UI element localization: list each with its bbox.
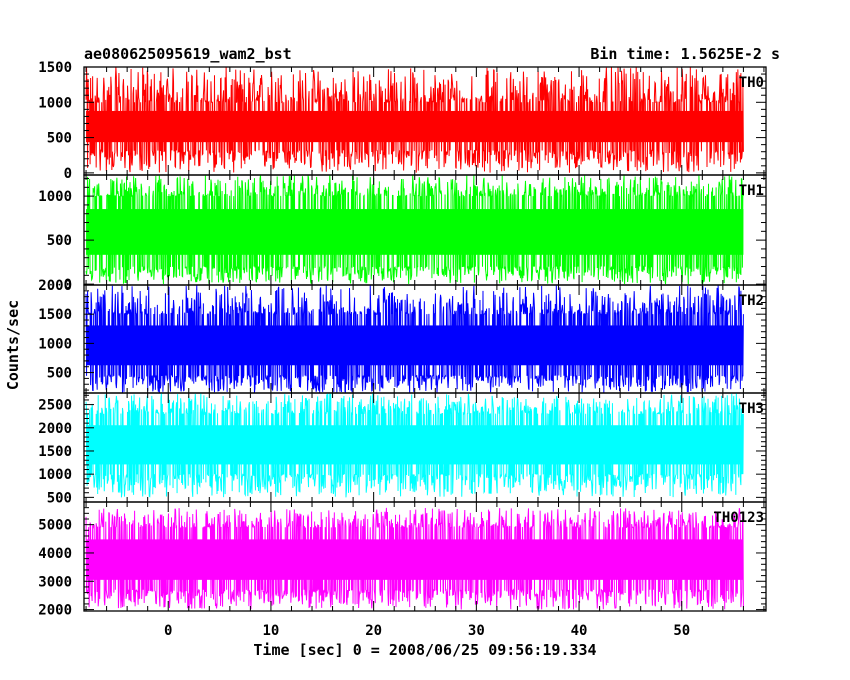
y-tick-label: 1500 xyxy=(38,60,72,76)
y-tick-label: 0 xyxy=(64,277,72,293)
y-tick-label: 3000 xyxy=(38,574,72,590)
y-tick-label: 1000 xyxy=(38,467,72,483)
panel-th0123-band xyxy=(86,539,744,580)
y-tick-label: 2000 xyxy=(38,603,72,619)
y-tick-label: 1000 xyxy=(38,336,72,352)
y-tick-label: 0 xyxy=(64,166,72,182)
y-tick-label: 500 xyxy=(47,131,72,147)
x-axis-label: Time [sec] 0 = 2008/06/25 09:56:19.334 xyxy=(253,641,596,659)
panel-th2-band xyxy=(86,325,744,366)
x-tick-label: 0 xyxy=(164,623,172,639)
panel-th0-trace-group xyxy=(85,67,744,173)
y-tick-label: 2500 xyxy=(38,398,72,414)
panel-label-th0: TH0 xyxy=(739,75,764,91)
panel-frame-th0123 xyxy=(83,501,767,612)
panel-th1-band xyxy=(86,209,744,255)
panel-label-th1: TH1 xyxy=(739,183,764,199)
panel-th1-trace xyxy=(85,175,744,285)
panel-label-th3: TH3 xyxy=(739,401,764,417)
y-tick-label: 1000 xyxy=(38,189,72,205)
panel-th0-band xyxy=(86,110,744,143)
y-tick-label: 500 xyxy=(47,366,72,382)
y-tick-label: 500 xyxy=(47,233,72,249)
bin-time-label: Bin time: 1.5625E-2 s xyxy=(590,45,780,63)
y-tick-label: 2000 xyxy=(38,278,72,294)
panel-th2-trace-group xyxy=(85,285,744,393)
y-tick-label: 2000 xyxy=(38,421,72,437)
x-tick-label: 20 xyxy=(365,623,382,639)
panel-label-th2: TH2 xyxy=(739,293,764,309)
y-tick-label: 1500 xyxy=(38,444,72,460)
x-tick-label: 10 xyxy=(263,623,280,639)
y-axis-label: Counts/sec xyxy=(4,300,22,390)
panel-th0123-trace-group xyxy=(85,507,744,610)
panel-th1-trace-group xyxy=(85,175,744,285)
y-tick-label: 500 xyxy=(47,490,72,506)
y-tick-label: 1000 xyxy=(38,95,72,111)
x-tick-label: 40 xyxy=(571,623,588,639)
panel-th3-trace-group xyxy=(85,393,744,498)
panel-th2-trace xyxy=(85,285,744,393)
panel-label-th0123: TH0123 xyxy=(713,510,764,526)
y-tick-label: 5000 xyxy=(38,518,72,534)
x-tick-label: 30 xyxy=(468,623,485,639)
panel-th3-band xyxy=(86,425,744,465)
y-tick-label: 1500 xyxy=(38,307,72,323)
chart-title: ae080625095619_wam2_bst xyxy=(84,45,292,63)
x-tick-label: 50 xyxy=(673,623,690,639)
y-tick-label: 4000 xyxy=(38,546,72,562)
